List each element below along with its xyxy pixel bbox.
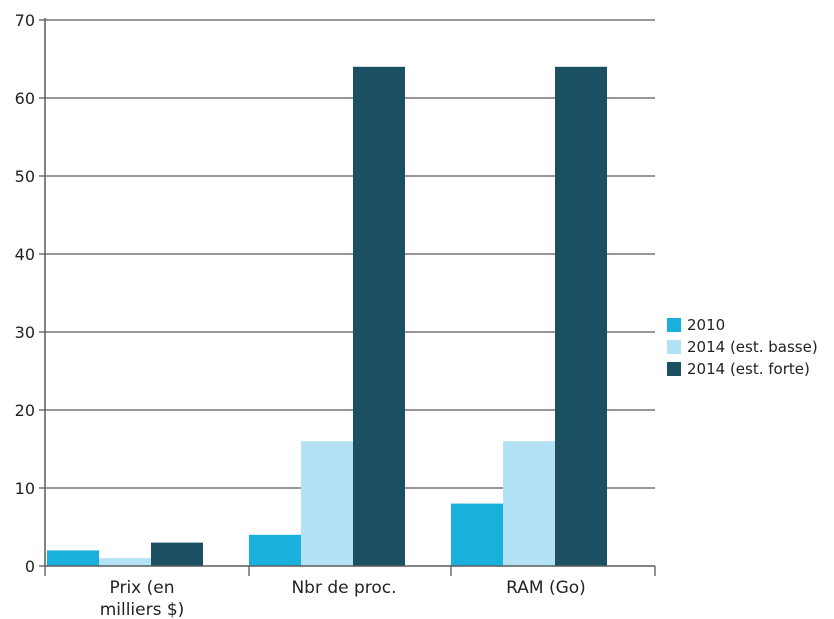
bar-2-series-1 <box>249 534 301 566</box>
x-category-label: Nbr de proc. <box>291 578 396 598</box>
axes <box>39 18 656 576</box>
bar-1-series-2 <box>99 558 151 566</box>
gridlines <box>45 19 655 489</box>
x-category-label: RAM (Go) <box>506 578 586 598</box>
y-tick-label: 10 <box>15 479 35 498</box>
y-tick-label: 40 <box>15 245 35 264</box>
y-tick-label: 30 <box>15 323 35 342</box>
bar-3-series-3 <box>555 66 607 567</box>
y-tick-label: 0 <box>25 557 35 576</box>
bar-2-series-3 <box>353 66 405 567</box>
x-category-labels: Prix (en milliers $) Nbr de proc. RAM (Go) <box>100 578 586 619</box>
y-tick-labels: 0 10 20 30 40 50 60 70 <box>15 11 35 576</box>
y-tick-label: 50 <box>15 167 35 186</box>
legend-label: 2014 (est. basse) <box>687 338 818 356</box>
legend: 2010 2014 (est. basse) 2014 (est. forte) <box>667 316 818 378</box>
legend-swatch <box>667 318 681 332</box>
y-tick-label: 70 <box>15 11 35 30</box>
bars <box>47 66 607 567</box>
legend-swatch <box>667 362 681 376</box>
bar-1-series-3 <box>151 542 203 566</box>
x-category-label: milliers $) <box>100 600 185 619</box>
x-category-label: Prix (en <box>110 578 175 598</box>
y-tick-label: 60 <box>15 89 35 108</box>
y-tick-label: 20 <box>15 401 35 420</box>
bar-3-series-2 <box>503 441 555 566</box>
legend-label: 2010 <box>687 316 725 334</box>
bar-1-series-1 <box>47 550 99 566</box>
legend-swatch <box>667 340 681 354</box>
legend-label: 2014 (est. forte) <box>687 360 810 378</box>
bar-3-series-1 <box>451 503 503 566</box>
bar-2-series-2 <box>301 441 353 566</box>
